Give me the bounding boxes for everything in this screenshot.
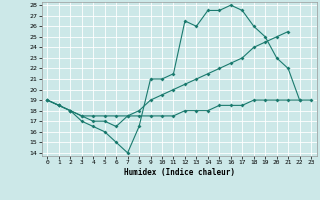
X-axis label: Humidex (Indice chaleur): Humidex (Indice chaleur) bbox=[124, 168, 235, 177]
